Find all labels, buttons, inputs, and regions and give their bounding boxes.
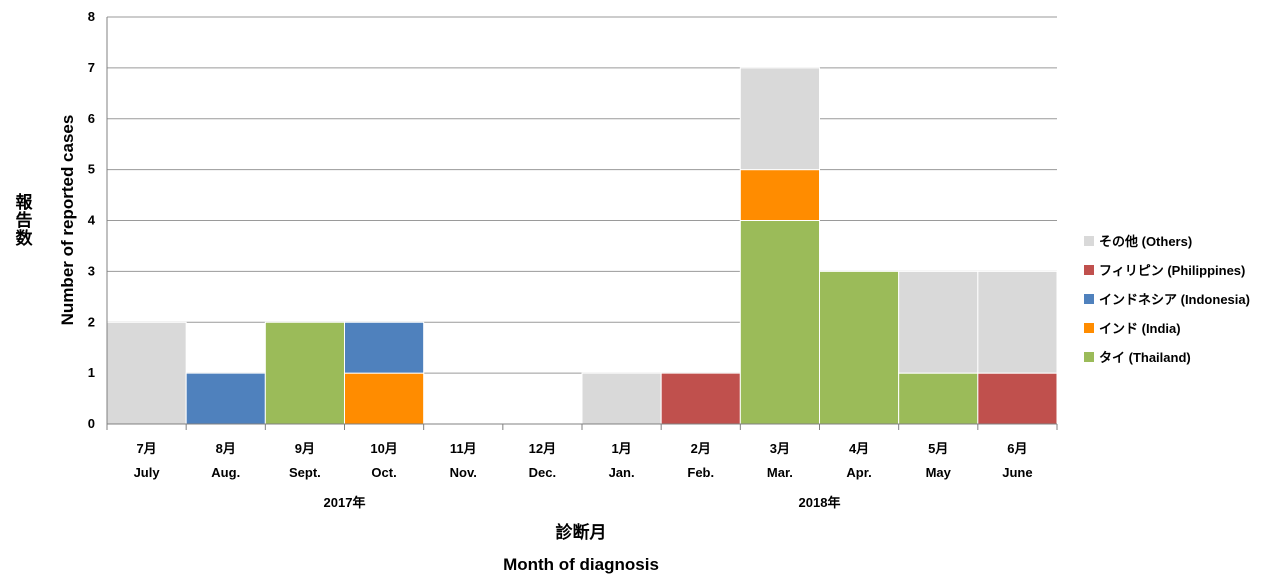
bar-segment xyxy=(898,372,979,425)
bar-segment xyxy=(819,270,900,425)
year-label: 2017年 xyxy=(324,495,366,510)
axes xyxy=(106,17,1058,430)
y-tick-label: 7 xyxy=(88,60,95,75)
x-axis-title-en: Month of diagnosis xyxy=(503,555,659,574)
legend-swatch xyxy=(1084,352,1094,362)
x-tick-label-ja: 1月 xyxy=(611,441,631,456)
x-axis-title-ja: 診断月 xyxy=(556,522,607,542)
x-tick-label-ja: 6月 xyxy=(1007,441,1027,456)
x-tick-label-ja: 11月 xyxy=(450,441,477,456)
bar-segment xyxy=(739,67,820,171)
x-tick-label-ja: 10月 xyxy=(370,441,397,456)
legend-label: タイ (Thailand) xyxy=(1099,350,1191,365)
y-axis-title-en: Number of reported cases xyxy=(58,115,77,326)
bar-segment xyxy=(660,372,741,425)
legend-label: その他 (Others) xyxy=(1099,234,1192,249)
x-tick-label-ja: 12月 xyxy=(529,441,556,456)
legend-swatch xyxy=(1084,294,1094,304)
bar-segment xyxy=(977,270,1058,374)
x-tick-label-ja: 8月 xyxy=(216,441,236,456)
x-tick-label-ja: 5月 xyxy=(928,441,948,456)
y-tick-label: 6 xyxy=(88,111,95,126)
bar-segment xyxy=(344,372,425,425)
x-tick-label-ja: 4月 xyxy=(849,441,869,456)
x-tick-label-en: Nov. xyxy=(450,465,477,480)
legend-swatch xyxy=(1084,323,1094,333)
legend-label: インドネシア (Indonesia) xyxy=(1099,292,1250,307)
bar-segment xyxy=(977,372,1058,425)
y-tick-label: 3 xyxy=(88,263,95,278)
y-tick-label: 2 xyxy=(88,314,95,329)
x-tick-label-en: Jan. xyxy=(609,465,635,480)
x-tick-label-en: May xyxy=(926,465,952,480)
x-tick-label-en: Oct. xyxy=(371,465,396,480)
x-tick-label-en: Mar. xyxy=(767,465,793,480)
bars xyxy=(106,67,1058,425)
x-tick-label-en: Feb. xyxy=(687,465,714,480)
x-tick-label-en: Dec. xyxy=(529,465,556,480)
y-tick-label: 1 xyxy=(88,365,95,380)
bar-segment xyxy=(185,372,266,425)
bar-segment xyxy=(344,321,425,374)
y-tick-label: 0 xyxy=(88,416,95,431)
x-tick-label-en: Apr. xyxy=(846,465,871,480)
x-tick-label-ja: 9月 xyxy=(295,441,315,456)
y-tick-labels: 0 1 2 3 4 5 6 7 8 xyxy=(88,9,96,431)
legend-label: フィリピン (Philippines) xyxy=(1099,263,1245,278)
y-tick-label: 4 xyxy=(88,213,96,228)
x-tick-label-ja: 7月 xyxy=(136,441,156,456)
year-label: 2018年 xyxy=(799,495,841,510)
year-labels: 2017年 2018年 xyxy=(324,495,841,510)
x-tick-label-en: Aug. xyxy=(211,465,240,480)
bar-segment xyxy=(106,321,187,425)
legend-swatch xyxy=(1084,265,1094,275)
bar-segment xyxy=(264,321,346,425)
x-tick-label-ja: 3月 xyxy=(770,441,790,456)
y-tick-label: 8 xyxy=(88,9,95,24)
x-tick-label-en: Sept. xyxy=(289,465,321,480)
bar-segment xyxy=(581,372,662,425)
x-tick-labels: 7月 July 8月 Aug. 9月 Sept. 10月 Oct. 11月 Nov. 12月 Dec.… xyxy=(134,441,1033,480)
bar-segment xyxy=(739,220,820,425)
y-tick-label: 5 xyxy=(88,162,95,177)
legend-label: インド (India) xyxy=(1099,321,1181,336)
y-axis-title-ja: 報告数 xyxy=(13,192,33,247)
legend: その他 (Others) フィリピン (Philippines) インドネシア (I… xyxy=(1084,234,1250,365)
x-tick-label-en: July xyxy=(134,465,161,480)
x-tick-label-ja: 2月 xyxy=(691,441,711,456)
x-tick-label-en: June xyxy=(1002,465,1032,480)
bar-segment xyxy=(898,270,979,374)
bar-segment xyxy=(739,169,820,221)
legend-swatch xyxy=(1084,236,1094,246)
